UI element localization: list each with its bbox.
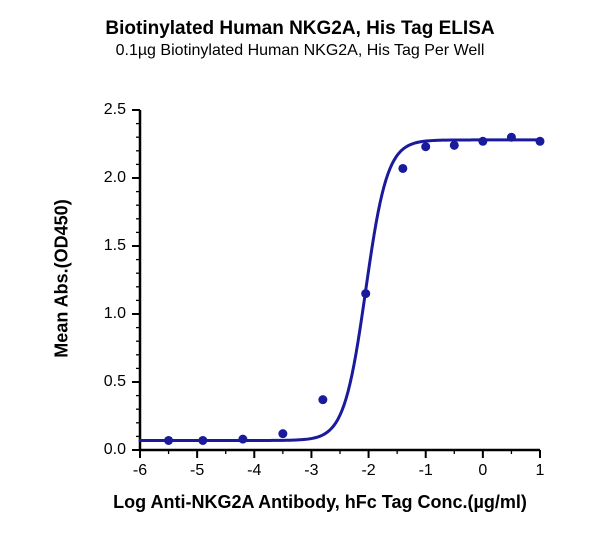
x-tick-label: -4	[234, 462, 274, 480]
x-tick-label: -3	[291, 462, 331, 480]
y-tick-label: 1.0	[90, 305, 126, 323]
y-tick-label: 2.5	[90, 101, 126, 119]
chart-title: Biotinylated Human NKG2A, His Tag ELISA	[0, 18, 600, 40]
x-tick-label: 0	[463, 462, 503, 480]
x-tick-label: -1	[406, 462, 446, 480]
chart-subtitle: 0.1µg Biotinylated Human NKG2A, His Tag …	[0, 42, 600, 60]
x-tick-label: -6	[120, 462, 160, 480]
chart-header: Biotinylated Human NKG2A, His Tag ELISA …	[0, 18, 600, 60]
x-tick-label: -2	[349, 462, 389, 480]
chart-plot-area	[140, 110, 540, 450]
x-tick-label: 1	[520, 462, 560, 480]
x-tick-label: -5	[177, 462, 217, 480]
y-tick-label: 0.0	[90, 441, 126, 459]
y-tick-label: 2.0	[90, 169, 126, 187]
y-tick-label: 1.5	[90, 237, 126, 255]
y-tick-label: 0.5	[90, 373, 126, 391]
x-axis-label: Log Anti-NKG2A Antibody, hFc Tag Conc.(µ…	[80, 492, 560, 513]
chart-svg	[120, 90, 560, 470]
y-axis-label: Mean Abs.(OD450)	[52, 179, 73, 379]
